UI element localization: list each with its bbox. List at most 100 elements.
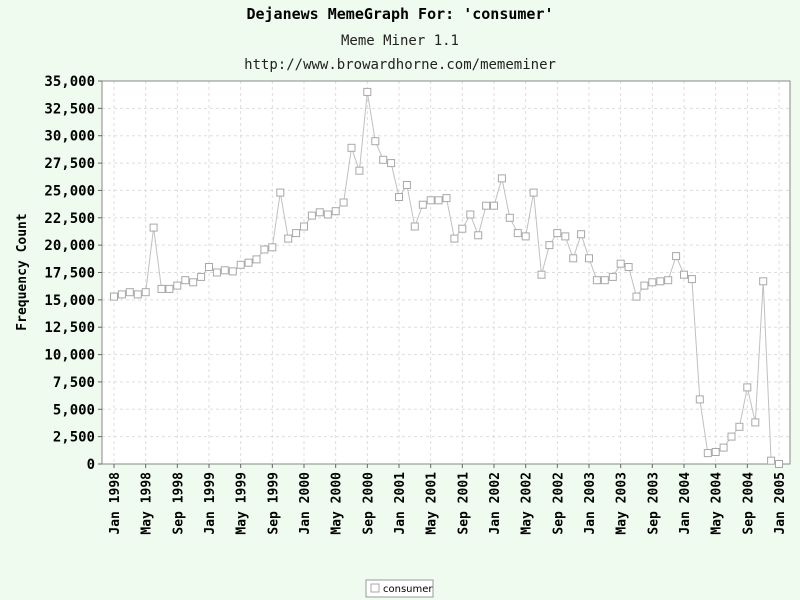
data-point [616, 259, 625, 268]
legend-box [365, 579, 434, 598]
data-point [189, 278, 198, 287]
y-tick-label: 20,000 [44, 238, 95, 254]
data-point [300, 222, 308, 231]
data-point [505, 213, 514, 222]
x-tick-label: Sep 2004 [741, 472, 756, 535]
x-tick-label: Sep 2000 [361, 472, 376, 535]
x-tick-label: May 2003 [615, 472, 630, 535]
data-point [719, 443, 728, 452]
data-point [387, 159, 396, 168]
data-point [680, 270, 688, 279]
data-point [727, 432, 736, 441]
data-point [244, 258, 253, 267]
data-point [284, 234, 293, 243]
x-tick-label: Jan 2005 [773, 472, 788, 535]
data-point [125, 288, 134, 297]
x-tick-label: Sep 2003 [646, 472, 661, 535]
y-tick-label: 0 [87, 457, 95, 473]
x-tick-label: Sep 1999 [266, 472, 281, 535]
data-point [735, 422, 744, 431]
data-point [545, 241, 554, 250]
data-point [331, 207, 340, 216]
legend-label-consumer: consumer [383, 584, 433, 595]
data-point [339, 198, 348, 207]
data-point [236, 260, 245, 269]
legend-marker [370, 583, 380, 593]
x-tick-label: May 2004 [710, 472, 725, 535]
y-axis-label: Frequency Count [15, 213, 30, 330]
data-point [323, 210, 332, 219]
grid-lines [102, 81, 790, 464]
data-point [711, 448, 720, 456]
data-point [537, 270, 546, 279]
data-point [117, 290, 126, 299]
data-point [205, 263, 213, 271]
x-tick-label: Sep 1998 [171, 472, 186, 535]
data-point [585, 254, 593, 263]
y-tick-label: 35,000 [44, 74, 95, 90]
data-point [363, 87, 372, 96]
y-tick-label: 12,500 [44, 320, 95, 336]
data-point [212, 268, 221, 277]
x-axis: Jan 1998 May 1998 Sep 1998 Jan 1999 May 1999… [108, 464, 788, 535]
data-point [592, 276, 601, 285]
data-point [228, 267, 237, 276]
y-tick-label: 32,500 [44, 101, 95, 117]
data-point [307, 211, 316, 220]
data-point [347, 143, 356, 152]
y-tick-label: 7,500 [53, 375, 95, 391]
data-point [355, 166, 364, 175]
data-point [165, 284, 174, 293]
data-point [640, 281, 649, 290]
x-tick-label: Jan 2002 [488, 472, 503, 535]
data-point [521, 232, 530, 241]
data-point [442, 194, 451, 203]
data-point [292, 229, 301, 238]
y-tick-label: 10,000 [44, 348, 95, 364]
data-point [624, 263, 633, 271]
data-point [482, 201, 491, 210]
x-tick-label: May 2001 [425, 472, 440, 535]
data-point [197, 272, 206, 281]
data-point [371, 137, 380, 146]
data-point [141, 288, 150, 297]
data-point [410, 222, 419, 231]
y-tick-label: 2,500 [53, 430, 95, 446]
x-tick-label: Jan 2004 [678, 472, 693, 535]
chart-subtitle: Meme Miner 1.1 [341, 33, 459, 49]
data-point [434, 196, 443, 205]
y-tick-label: 17,500 [44, 266, 95, 282]
data-point [181, 276, 190, 285]
data-point [110, 292, 118, 301]
data-point [497, 174, 506, 183]
x-tick-label: Jan 2003 [583, 472, 598, 535]
data-point [751, 418, 760, 427]
data-point [648, 278, 657, 287]
data-point [529, 188, 538, 197]
x-tick-label: May 1999 [235, 472, 250, 535]
data-point [775, 460, 783, 468]
x-tick-label: Jan 1998 [108, 472, 123, 535]
data-point [458, 224, 467, 233]
data-point [695, 395, 704, 404]
data-point [474, 231, 483, 240]
data-point [672, 252, 681, 261]
data-point [767, 456, 776, 465]
data-point [220, 266, 229, 275]
y-axis: 0 2,500 5,000 7,500 10,000 12,500 15,000 17,500… [44, 74, 102, 473]
data-point [759, 277, 768, 286]
data-point [402, 181, 411, 189]
data-point [276, 188, 285, 197]
data-point [260, 245, 269, 254]
data-point [632, 292, 641, 301]
data-point [703, 449, 712, 458]
x-tick-label: Jan 2001 [393, 472, 408, 535]
data-point [268, 243, 277, 252]
x-tick-label: Jan 2000 [298, 472, 313, 535]
y-tick-label: 15,000 [44, 293, 95, 309]
y-tick-label: 30,000 [44, 129, 95, 145]
data-point [553, 229, 562, 238]
chart-title: Dejanews MemeGraph For: 'consumer' [246, 5, 553, 23]
